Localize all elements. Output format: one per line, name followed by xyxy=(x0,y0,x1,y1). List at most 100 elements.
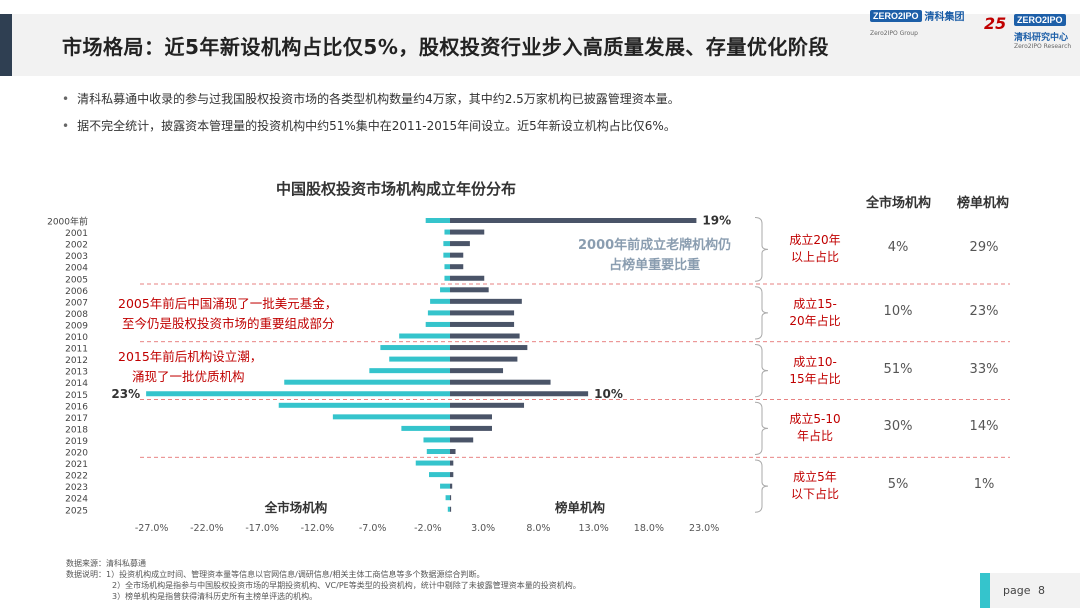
bar-ranked xyxy=(450,356,518,362)
bar-ranked xyxy=(450,252,464,258)
footnote-3: 3）榜单机构是指曾获得清科历史所有主榜单评选的机构。 xyxy=(112,592,318,601)
bullet-2-text: 据不完全统计，披露资本管理量的投资机构中约51%集中在2011-2015年间设立… xyxy=(77,119,676,133)
bar-all-market xyxy=(444,229,450,235)
bar-all-market xyxy=(443,252,450,258)
bar-all-market xyxy=(399,333,450,339)
bullet-1: • 清科私募通中收录的参与过我国股权投资市场的各类型机构数量约4万家，其中约2.5… xyxy=(62,92,680,106)
bar-all-market xyxy=(369,368,450,374)
footnote-source: 数据来源：清科私募通 xyxy=(66,559,146,568)
bar-all-market xyxy=(430,298,450,304)
bar-all-market xyxy=(444,264,450,270)
red-annotation-2015-line-1: 2015年前后机构设立潮， xyxy=(118,349,263,364)
category-label: 2023 xyxy=(65,483,88,493)
group-brace xyxy=(754,286,769,340)
x-tick-label: -22.0% xyxy=(190,523,224,534)
bar-all-market xyxy=(278,402,450,408)
page-title: 市场格局：近5年新设机构占比仅5%，股权投资行业步入高质量发展、存量优化阶段 xyxy=(62,35,829,59)
bar-ranked xyxy=(450,333,520,339)
bar-end-label: 23% xyxy=(111,387,140,401)
table-cell-all: 5% xyxy=(887,477,909,493)
table-cell-all: 10% xyxy=(883,303,913,319)
zero2ipo-group-logo: ZERO2IPO 清科集团 Zero2IPO Group xyxy=(870,8,965,37)
table-row-label: 成立15- 20年占比 xyxy=(789,296,841,328)
table-row-label: 成立5-10 年占比 xyxy=(789,412,841,444)
red-annotation-2015: 2015年前后机构设立潮， 涌现了一批优质机构 xyxy=(118,347,262,387)
chart-x-ticks: -27.0% -22.0% -17.0% -12.0% -7.0% -2.0% 3.0% 8.… xyxy=(135,500,719,534)
zero2ipo-research-logo: ZERO2IPO 清科研究中心 Zero2IPO Research xyxy=(1014,8,1071,50)
chart-bars xyxy=(146,218,697,512)
bar-ranked xyxy=(450,241,470,247)
footnote-2: 2）全市场机构是指参与中国股权投资市场的早期投资机构、VC/PE等类型的投资机构… xyxy=(112,581,581,590)
bullet-2: • 据不完全统计，披露资本管理量的投资机构中约51%集中在2011-2015年间设… xyxy=(62,119,676,133)
table-cell-ranked: 1% xyxy=(973,477,995,493)
category-label: 2011 xyxy=(65,345,88,355)
table-cell-ranked: 14% xyxy=(969,419,999,435)
bar-ranked xyxy=(450,298,522,304)
category-label: 2007 xyxy=(65,298,88,308)
category-label: 2008 xyxy=(65,310,88,320)
bar-all-market xyxy=(332,414,450,420)
bar-ranked xyxy=(450,345,528,351)
table-cell-ranked: 33% xyxy=(969,361,999,377)
table-row-label: 成立10- 15年占比 xyxy=(789,354,841,386)
bar-all-market xyxy=(440,483,450,489)
group-logo-cn: 清科集团 xyxy=(924,12,965,23)
chart-title: 中国股权投资市场机构成立年份分布 xyxy=(276,180,517,198)
group-brace xyxy=(754,217,769,282)
bar-ranked xyxy=(450,379,551,385)
bar-all-market xyxy=(440,287,450,293)
bar-ranked xyxy=(450,310,515,316)
page-accent xyxy=(980,573,990,608)
bar-all-market xyxy=(146,391,450,397)
x-tick-label: -12.0% xyxy=(301,523,335,534)
bar-ranked xyxy=(450,437,474,443)
category-label: 2009 xyxy=(65,321,88,331)
bar-all-market xyxy=(284,379,450,385)
table-row-label: 成立20年 以上占比 xyxy=(789,233,841,265)
bar-all-market xyxy=(429,472,450,478)
table-cell-all: 51% xyxy=(883,361,913,377)
page-number: 8 xyxy=(1038,584,1045,597)
bar-ranked xyxy=(450,483,453,489)
zero2ipo-logo-box: ZERO2IPO xyxy=(870,9,922,22)
category-label: 2020 xyxy=(65,449,88,459)
bar-ranked xyxy=(450,218,697,223)
bar-ranked xyxy=(450,506,452,512)
research-logo-cn: 清科研究中心 xyxy=(1014,33,1069,43)
category-label: 2017 xyxy=(65,414,88,424)
bar-all-market xyxy=(389,356,450,362)
blue-annotation: 2000年前成立老牌机构仍 占榜单重要比重 xyxy=(578,236,731,276)
category-label: 2001 xyxy=(65,229,88,239)
category-label: 2004 xyxy=(65,264,88,274)
bar-ranked xyxy=(450,264,464,270)
bar-all-market xyxy=(415,460,450,466)
category-label: 2014 xyxy=(65,379,88,389)
bar-all-market xyxy=(380,345,450,351)
bar-all-market xyxy=(445,495,450,501)
blue-annotation-line-2: 占榜单重要比重 xyxy=(609,258,701,273)
x-tick-label: -27.0% xyxy=(135,523,169,534)
red-annotation-2015-line-2: 涌现了一批优质机构 xyxy=(132,369,245,384)
category-label: 2003 xyxy=(65,252,88,262)
category-label: 2006 xyxy=(65,287,88,297)
table-cell-all: 4% xyxy=(887,240,909,256)
group-dividers xyxy=(140,283,1010,458)
bar-all-market xyxy=(426,449,450,454)
header-accent-bar xyxy=(0,14,12,76)
bar-all-market xyxy=(425,321,450,327)
category-label: 2018 xyxy=(65,425,88,435)
blue-annotation-line-1: 2000年前成立老牌机构仍 xyxy=(578,238,732,253)
bullet-1-text: 清科私募通中收录的参与过我国股权投资市场的各类型机构数量约4万家，其中约2.5万… xyxy=(77,92,680,106)
category-label: 2015 xyxy=(65,391,88,401)
red-annotation-2005-line-2: 至今仍是股权投资市场的重要组成部分 xyxy=(122,316,335,331)
header-band xyxy=(12,14,1080,76)
category-label: 2013 xyxy=(65,368,88,378)
category-label: 2016 xyxy=(65,402,88,412)
table-row-label: 成立5年 以下占比 xyxy=(790,470,839,502)
x-tick-label: 13.0% xyxy=(579,523,609,534)
bar-all-market xyxy=(427,310,450,316)
bar-end-label: 10% xyxy=(594,387,623,401)
bar-ranked xyxy=(450,414,492,420)
category-label: 2002 xyxy=(65,241,88,251)
